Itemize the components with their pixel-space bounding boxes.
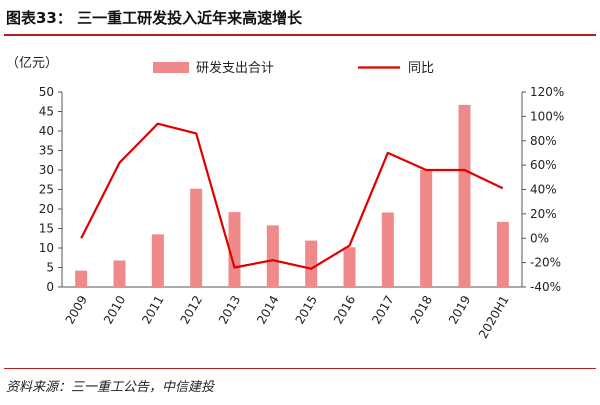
y-left-tick-label: 35 xyxy=(39,144,54,158)
y-right-tick-label: -40% xyxy=(530,280,561,294)
legend: 研发支出合计 同比 xyxy=(153,60,434,76)
x-tick-label: 2014 xyxy=(254,293,281,326)
bar xyxy=(381,212,394,287)
source-note: 资料来源：三一重工公告，中信建投 xyxy=(6,380,215,395)
y-left-tick-label: 5 xyxy=(46,261,54,275)
source-divider xyxy=(4,368,596,369)
y-left-tick-label: 30 xyxy=(39,163,54,177)
bar xyxy=(228,212,241,287)
y-left-tick-label: 25 xyxy=(39,183,54,197)
y-left-tick-label: 40 xyxy=(39,124,54,138)
legend-bar-swatch xyxy=(153,62,189,73)
x-tick-label: 2016 xyxy=(331,293,358,326)
legend-line-label: 同比 xyxy=(408,61,434,76)
y-left-tick-label: 20 xyxy=(39,202,54,216)
legend-bar-label: 研发支出合计 xyxy=(196,60,274,76)
x-tick-label: 2020H1 xyxy=(476,293,512,341)
y-right-tick-label: 80% xyxy=(530,134,557,148)
bar xyxy=(458,104,471,288)
y-left-unit-label: （亿元） xyxy=(6,56,58,71)
y-left-tick-label: 45 xyxy=(39,105,54,119)
x-tick-label: 2018 xyxy=(408,293,435,326)
y-right-tick-label: 20% xyxy=(530,207,557,221)
title-divider xyxy=(4,34,596,36)
x-tick-label: 2009 xyxy=(63,293,90,326)
x-tick-label: 2017 xyxy=(369,293,396,326)
chart: 0 5 10 15 20 25 30 35 40 45 50 -40% -20% 0% 20% 40% 60% 8… xyxy=(6,56,564,341)
y-left-tick-label: 15 xyxy=(39,222,54,236)
y-left-tick-label: 10 xyxy=(39,241,54,255)
bar xyxy=(420,170,433,287)
bar xyxy=(343,247,356,287)
yoy-line xyxy=(80,122,504,270)
bar xyxy=(190,188,203,287)
x-tick-label: 2012 xyxy=(178,293,205,326)
y-left-tick-label: 50 xyxy=(39,85,54,99)
x-tick-label: 2011 xyxy=(139,293,166,326)
bar xyxy=(266,225,279,287)
bar xyxy=(113,260,126,287)
bar xyxy=(305,240,318,287)
y-right-tick-label: 60% xyxy=(530,158,557,172)
title-bar: 图表33： 三一重工研发投入近年来高速增长 xyxy=(0,0,600,34)
x-tick-label: 2015 xyxy=(293,293,320,326)
chart-title: 图表33： 三一重工研发投入近年来高速增长 xyxy=(6,9,303,27)
bar xyxy=(75,270,88,287)
x-tick-label: 2010 xyxy=(101,293,128,326)
x-tick-label: 2013 xyxy=(216,293,243,326)
x-tick-label: 2019 xyxy=(446,293,473,326)
bar xyxy=(496,221,509,287)
y-right-tick-label: -20% xyxy=(530,256,561,270)
y-right-tick-label: 120% xyxy=(530,85,564,99)
bar xyxy=(151,234,164,287)
y-right-tick-label: 40% xyxy=(530,183,557,197)
y-left-tick-label: 0 xyxy=(46,280,54,294)
y-right-tick-label: 0% xyxy=(530,231,549,245)
y-right-tick-label: 100% xyxy=(530,109,564,123)
